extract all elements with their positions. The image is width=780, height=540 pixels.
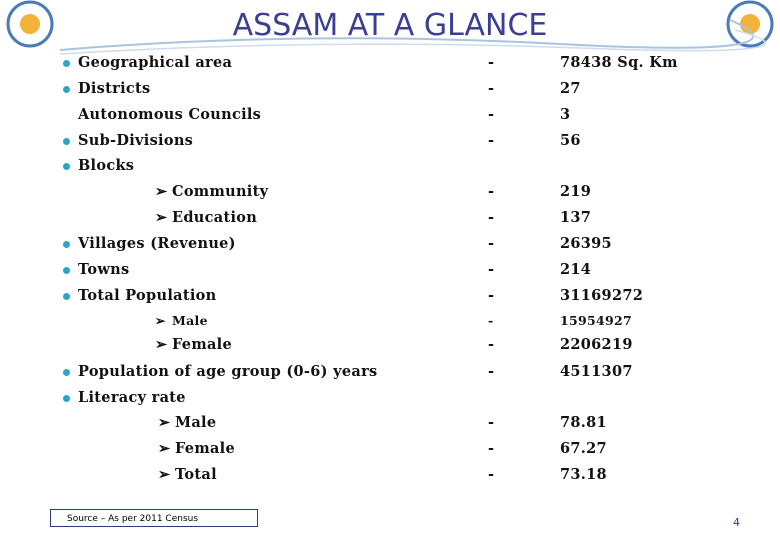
arrow-marker: ➢ xyxy=(158,440,171,457)
bullet xyxy=(63,163,70,170)
row-value: 27 xyxy=(560,80,581,97)
row-label: Population of age group (0-6) years xyxy=(78,363,378,380)
separator: - xyxy=(488,440,495,457)
row-label: Towns xyxy=(78,261,130,278)
bullet xyxy=(63,138,70,145)
separator: - xyxy=(488,235,495,252)
row-label: Total xyxy=(175,466,217,483)
row-label: Geographical area xyxy=(78,54,233,71)
arrow-marker: ➢ xyxy=(158,414,171,431)
separator: - xyxy=(488,54,495,71)
separator: - xyxy=(488,466,495,483)
row-label: Female xyxy=(172,336,232,353)
separator: - xyxy=(488,183,495,200)
row-value: 3 xyxy=(560,106,571,123)
bullet xyxy=(63,267,70,274)
row-value: 78438 Sq. Km xyxy=(560,54,678,71)
separator: - xyxy=(488,287,495,304)
logo-right-center xyxy=(740,14,760,34)
separator: - xyxy=(488,313,494,328)
arrow-marker: ➢ xyxy=(155,209,168,226)
row-label: Literacy rate xyxy=(78,389,186,406)
title: ASSAM AT A GLANCE xyxy=(232,8,548,43)
row-label: Male xyxy=(172,313,208,328)
logo-left-center xyxy=(20,14,40,34)
arrow-marker: ➢ xyxy=(155,336,168,353)
header-decoration xyxy=(6,0,774,55)
row-value: 73.18 xyxy=(560,466,607,483)
page-number: 4 xyxy=(733,516,740,529)
arrow-marker: ➢ xyxy=(155,313,166,328)
row-value: 56 xyxy=(560,132,581,149)
row-value: 67.27 xyxy=(560,440,607,457)
wave xyxy=(59,29,766,55)
separator: - xyxy=(488,106,495,123)
row-value: 4511307 xyxy=(560,363,633,380)
separator: - xyxy=(488,261,495,278)
row-value: 214 xyxy=(560,261,592,278)
row-value: 78.81 xyxy=(560,414,607,431)
row-label: Total Population xyxy=(78,287,217,304)
row-value: 15954927 xyxy=(560,313,632,328)
bullet xyxy=(63,60,70,67)
row-value: 26395 xyxy=(560,235,612,252)
row-value: 219 xyxy=(560,183,592,200)
row-value: 137 xyxy=(560,209,592,226)
bullet xyxy=(63,241,70,248)
row-label: Blocks xyxy=(78,157,135,174)
separator: - xyxy=(488,414,495,431)
separator: - xyxy=(488,80,495,97)
source-note: Source – As per 2011 Census xyxy=(50,509,258,527)
row-label: Autonomous Councils xyxy=(78,106,262,123)
row-label: Villages (Revenue) xyxy=(78,235,236,252)
row-label: Education xyxy=(172,209,258,226)
arrow-marker: ➢ xyxy=(158,466,171,483)
logo-right xyxy=(726,0,774,48)
separator: - xyxy=(488,363,495,380)
row-label: Sub-Divisions xyxy=(78,132,194,149)
bullet xyxy=(63,395,70,402)
arrow-marker: ➢ xyxy=(155,183,168,200)
row-label: Community xyxy=(172,183,269,200)
row-label: Female xyxy=(175,440,235,457)
separator: - xyxy=(488,132,495,149)
bullet xyxy=(63,293,70,300)
row-value: 31169272 xyxy=(560,287,644,304)
row-value: 2206219 xyxy=(560,336,633,353)
row-label: Districts xyxy=(78,80,151,97)
bullet xyxy=(63,86,70,93)
row-label: Male xyxy=(175,414,217,431)
separator: - xyxy=(488,336,495,353)
separator: - xyxy=(488,209,495,226)
wave xyxy=(59,19,754,51)
bullet xyxy=(63,369,70,376)
logo-left xyxy=(6,0,54,48)
